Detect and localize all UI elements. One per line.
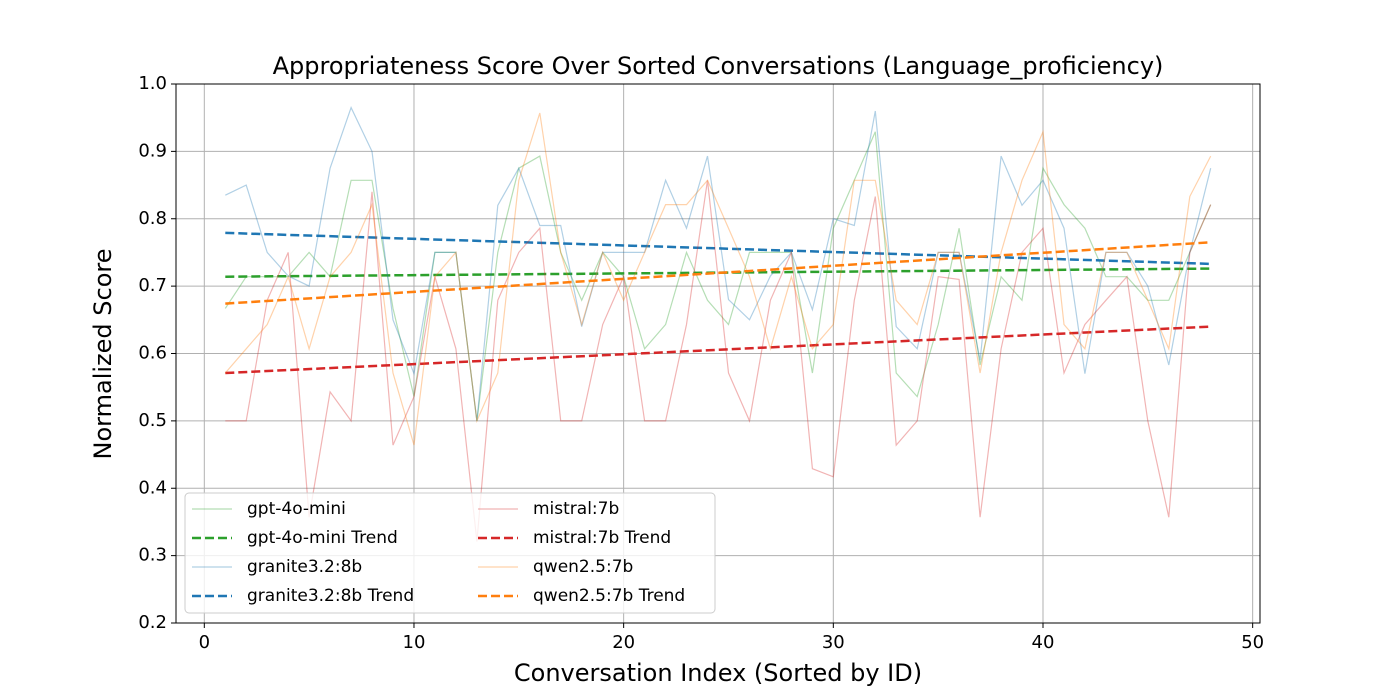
series-line [224,131,1212,421]
chart-title: Appropriateness Score Over Sorted Conver… [273,52,1164,80]
y-axis-label: Normalized Score [89,249,117,460]
y-tick-label: 0.5 [138,410,167,431]
x-axis-label: Conversation Index (Sorted by ID) [514,659,922,687]
series-line [224,112,1212,446]
y-tick-label: 0.8 [138,208,167,229]
y-tick-label: 0.9 [138,140,167,161]
y-tick-label: 0.4 [138,477,167,498]
y-tick-label: 0.2 [138,612,167,633]
legend-box [184,492,716,614]
legend-label: gpt-4o-mini Trend [247,528,398,548]
x-tick-label: 30 [822,632,845,653]
y-tick-label: 0.3 [138,545,167,566]
x-tick-label: 0 [199,632,210,653]
series-line [225,106,1212,421]
legend-label: granite3.2:8b [247,557,362,577]
x-tick-label: 40 [1032,632,1055,653]
legend-label: qwen2.5:7b Trend [533,586,685,606]
legend-label: mistral:7b [533,499,619,519]
legend: gpt-4o-mini gpt-4o-mini Trend granite3.2:8… [184,492,716,614]
trend-line [225,325,1211,375]
y-tick-label: 0.6 [138,343,167,364]
plot-frame [175,83,1261,624]
trend-line [225,241,1211,305]
x-tick-label: 10 [403,632,426,653]
x-tick-label: 20 [612,632,635,653]
legend-label: qwen2.5:7b [533,557,633,577]
x-tick-label: 50 [1241,632,1264,653]
legend-label: gpt-4o-mini [247,499,346,519]
legend-label: mistral:7b Trend [533,528,671,548]
y-tick-label: 1.0 [138,73,167,94]
series-line [225,180,1212,542]
legend-label: granite3.2:8b Trend [247,586,414,606]
y-tick-label: 0.7 [138,275,167,296]
trend-line [225,267,1211,278]
trend-line [225,231,1211,266]
